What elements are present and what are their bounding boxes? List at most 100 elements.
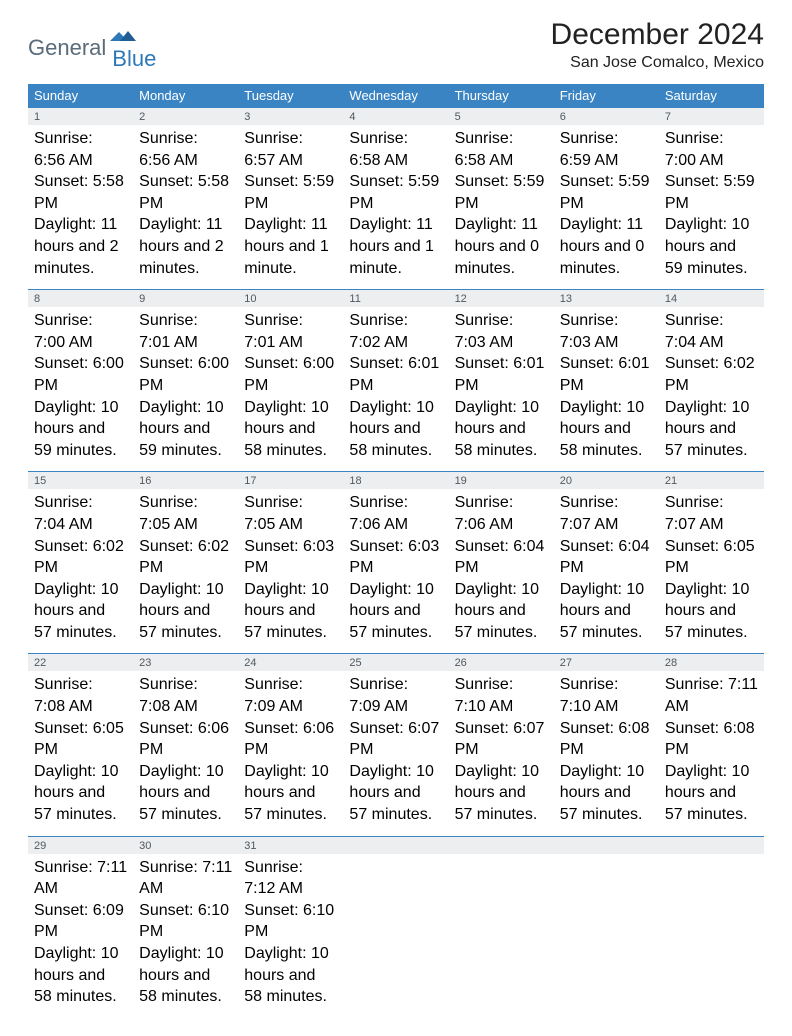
sunset-text: Sunset: 5:59 PM xyxy=(455,171,548,214)
sunrise-text: Sunrise: 7:05 AM xyxy=(139,492,232,535)
daylight-text: Daylight: 11 hours and 1 minute. xyxy=(244,214,337,279)
daylight-text: Daylight: 10 hours and 58 minutes. xyxy=(349,397,442,462)
sunset-text: Sunset: 6:03 PM xyxy=(349,536,442,579)
daylight-text: Daylight: 11 hours and 2 minutes. xyxy=(34,214,127,279)
sunset-text: Sunset: 6:09 PM xyxy=(34,900,127,943)
sunset-text: Sunset: 5:58 PM xyxy=(34,171,127,214)
sunset-text: Sunset: 5:58 PM xyxy=(139,171,232,214)
daylight-text: Daylight: 10 hours and 57 minutes. xyxy=(560,761,653,826)
day-cell: Sunrise: 7:07 AMSunset: 6:04 PMDaylight:… xyxy=(554,489,659,654)
day-info-row: Sunrise: 7:08 AMSunset: 6:05 PMDaylight:… xyxy=(28,671,764,836)
sunset-text: Sunset: 6:04 PM xyxy=(455,536,548,579)
daylight-text: Daylight: 11 hours and 0 minutes. xyxy=(455,214,548,279)
day-number: 25 xyxy=(343,654,448,672)
day-number: 13 xyxy=(554,290,659,308)
month-title: December 2024 xyxy=(551,18,764,52)
sunset-text: Sunset: 6:08 PM xyxy=(560,718,653,761)
sunset-text: Sunset: 6:02 PM xyxy=(34,536,127,579)
day-header: Tuesday xyxy=(238,84,343,108)
day-cell: Sunrise: 6:56 AMSunset: 5:58 PMDaylight:… xyxy=(133,125,238,290)
sunrise-text: Sunrise: 7:03 AM xyxy=(560,310,653,353)
daylight-text: Daylight: 10 hours and 59 minutes. xyxy=(139,397,232,462)
day-number: 24 xyxy=(238,654,343,672)
day-number: 16 xyxy=(133,472,238,490)
sunset-text: Sunset: 6:01 PM xyxy=(349,353,442,396)
daylight-text: Daylight: 10 hours and 58 minutes. xyxy=(560,397,653,462)
day-number: 20 xyxy=(554,472,659,490)
day-number: 27 xyxy=(554,654,659,672)
day-header: Sunday xyxy=(28,84,133,108)
sunset-text: Sunset: 6:07 PM xyxy=(455,718,548,761)
sunrise-text: Sunrise: 7:01 AM xyxy=(244,310,337,353)
day-cell: Sunrise: 6:56 AMSunset: 5:58 PMDaylight:… xyxy=(28,125,133,290)
sunrise-text: Sunrise: 7:02 AM xyxy=(349,310,442,353)
day-number-row: 293031 xyxy=(28,836,764,854)
day-header: Monday xyxy=(133,84,238,108)
sunrise-text: Sunrise: 6:57 AM xyxy=(244,128,337,171)
day-number: 17 xyxy=(238,472,343,490)
page: General Blue December 2024 San Jose Coma… xyxy=(0,0,792,1036)
sunrise-text: Sunrise: 7:11 AM xyxy=(665,674,758,717)
sunrise-text: Sunrise: 7:07 AM xyxy=(665,492,758,535)
daylight-text: Daylight: 10 hours and 57 minutes. xyxy=(665,579,758,644)
day-number: 22 xyxy=(28,654,133,672)
sunrise-text: Sunrise: 7:08 AM xyxy=(139,674,232,717)
sunset-text: Sunset: 6:08 PM xyxy=(665,718,758,761)
day-number: 21 xyxy=(659,472,764,490)
sunrise-text: Sunrise: 7:09 AM xyxy=(349,674,442,717)
daylight-text: Daylight: 10 hours and 57 minutes. xyxy=(665,397,758,462)
sunrise-text: Sunrise: 7:11 AM xyxy=(34,857,127,900)
day-number: 30 xyxy=(133,836,238,854)
day-number: 1 xyxy=(28,108,133,126)
sunrise-text: Sunrise: 7:04 AM xyxy=(34,492,127,535)
empty-day-number xyxy=(449,836,554,854)
sunset-text: Sunset: 6:00 PM xyxy=(139,353,232,396)
day-number: 5 xyxy=(449,108,554,126)
day-cell: Sunrise: 7:00 AMSunset: 5:59 PMDaylight:… xyxy=(659,125,764,290)
sunrise-text: Sunrise: 6:56 AM xyxy=(139,128,232,171)
daylight-text: Daylight: 10 hours and 57 minutes. xyxy=(349,761,442,826)
sunset-text: Sunset: 6:03 PM xyxy=(244,536,337,579)
empty-day-number xyxy=(554,836,659,854)
day-number: 15 xyxy=(28,472,133,490)
day-cell: Sunrise: 6:58 AMSunset: 5:59 PMDaylight:… xyxy=(343,125,448,290)
day-number: 3 xyxy=(238,108,343,126)
day-cell: Sunrise: 7:10 AMSunset: 6:07 PMDaylight:… xyxy=(449,671,554,836)
header: General Blue December 2024 San Jose Coma… xyxy=(28,18,764,72)
day-number: 18 xyxy=(343,472,448,490)
empty-day-cell xyxy=(343,854,448,1018)
sunset-text: Sunset: 5:59 PM xyxy=(244,171,337,214)
day-header: Thursday xyxy=(449,84,554,108)
daylight-text: Daylight: 11 hours and 1 minute. xyxy=(349,214,442,279)
location-text: San Jose Comalco, Mexico xyxy=(551,54,764,72)
sunset-text: Sunset: 6:07 PM xyxy=(349,718,442,761)
day-cell: Sunrise: 7:02 AMSunset: 6:01 PMDaylight:… xyxy=(343,307,448,472)
day-cell: Sunrise: 7:06 AMSunset: 6:04 PMDaylight:… xyxy=(449,489,554,654)
sunset-text: Sunset: 6:02 PM xyxy=(665,353,758,396)
day-number: 26 xyxy=(449,654,554,672)
day-number-row: 1234567 xyxy=(28,108,764,126)
empty-day-cell xyxy=(449,854,554,1018)
daylight-text: Daylight: 10 hours and 57 minutes. xyxy=(455,761,548,826)
sunrise-text: Sunrise: 7:08 AM xyxy=(34,674,127,717)
sunset-text: Sunset: 5:59 PM xyxy=(349,171,442,214)
day-number: 31 xyxy=(238,836,343,854)
daylight-text: Daylight: 10 hours and 57 minutes. xyxy=(139,761,232,826)
day-cell: Sunrise: 7:01 AMSunset: 6:00 PMDaylight:… xyxy=(133,307,238,472)
sunrise-text: Sunrise: 7:07 AM xyxy=(560,492,653,535)
day-number: 11 xyxy=(343,290,448,308)
sunrise-text: Sunrise: 7:03 AM xyxy=(455,310,548,353)
daylight-text: Daylight: 10 hours and 57 minutes. xyxy=(665,761,758,826)
day-cell: Sunrise: 7:11 AMSunset: 6:10 PMDaylight:… xyxy=(133,854,238,1018)
day-cell: Sunrise: 7:09 AMSunset: 6:07 PMDaylight:… xyxy=(343,671,448,836)
day-cell: Sunrise: 7:10 AMSunset: 6:08 PMDaylight:… xyxy=(554,671,659,836)
sunset-text: Sunset: 6:01 PM xyxy=(560,353,653,396)
day-info-row: Sunrise: 7:04 AMSunset: 6:02 PMDaylight:… xyxy=(28,489,764,654)
sunset-text: Sunset: 6:02 PM xyxy=(139,536,232,579)
day-number: 23 xyxy=(133,654,238,672)
day-number: 2 xyxy=(133,108,238,126)
sunrise-text: Sunrise: 6:58 AM xyxy=(349,128,442,171)
day-cell: Sunrise: 6:57 AMSunset: 5:59 PMDaylight:… xyxy=(238,125,343,290)
sunrise-text: Sunrise: 6:56 AM xyxy=(34,128,127,171)
day-cell: Sunrise: 7:11 AMSunset: 6:08 PMDaylight:… xyxy=(659,671,764,836)
